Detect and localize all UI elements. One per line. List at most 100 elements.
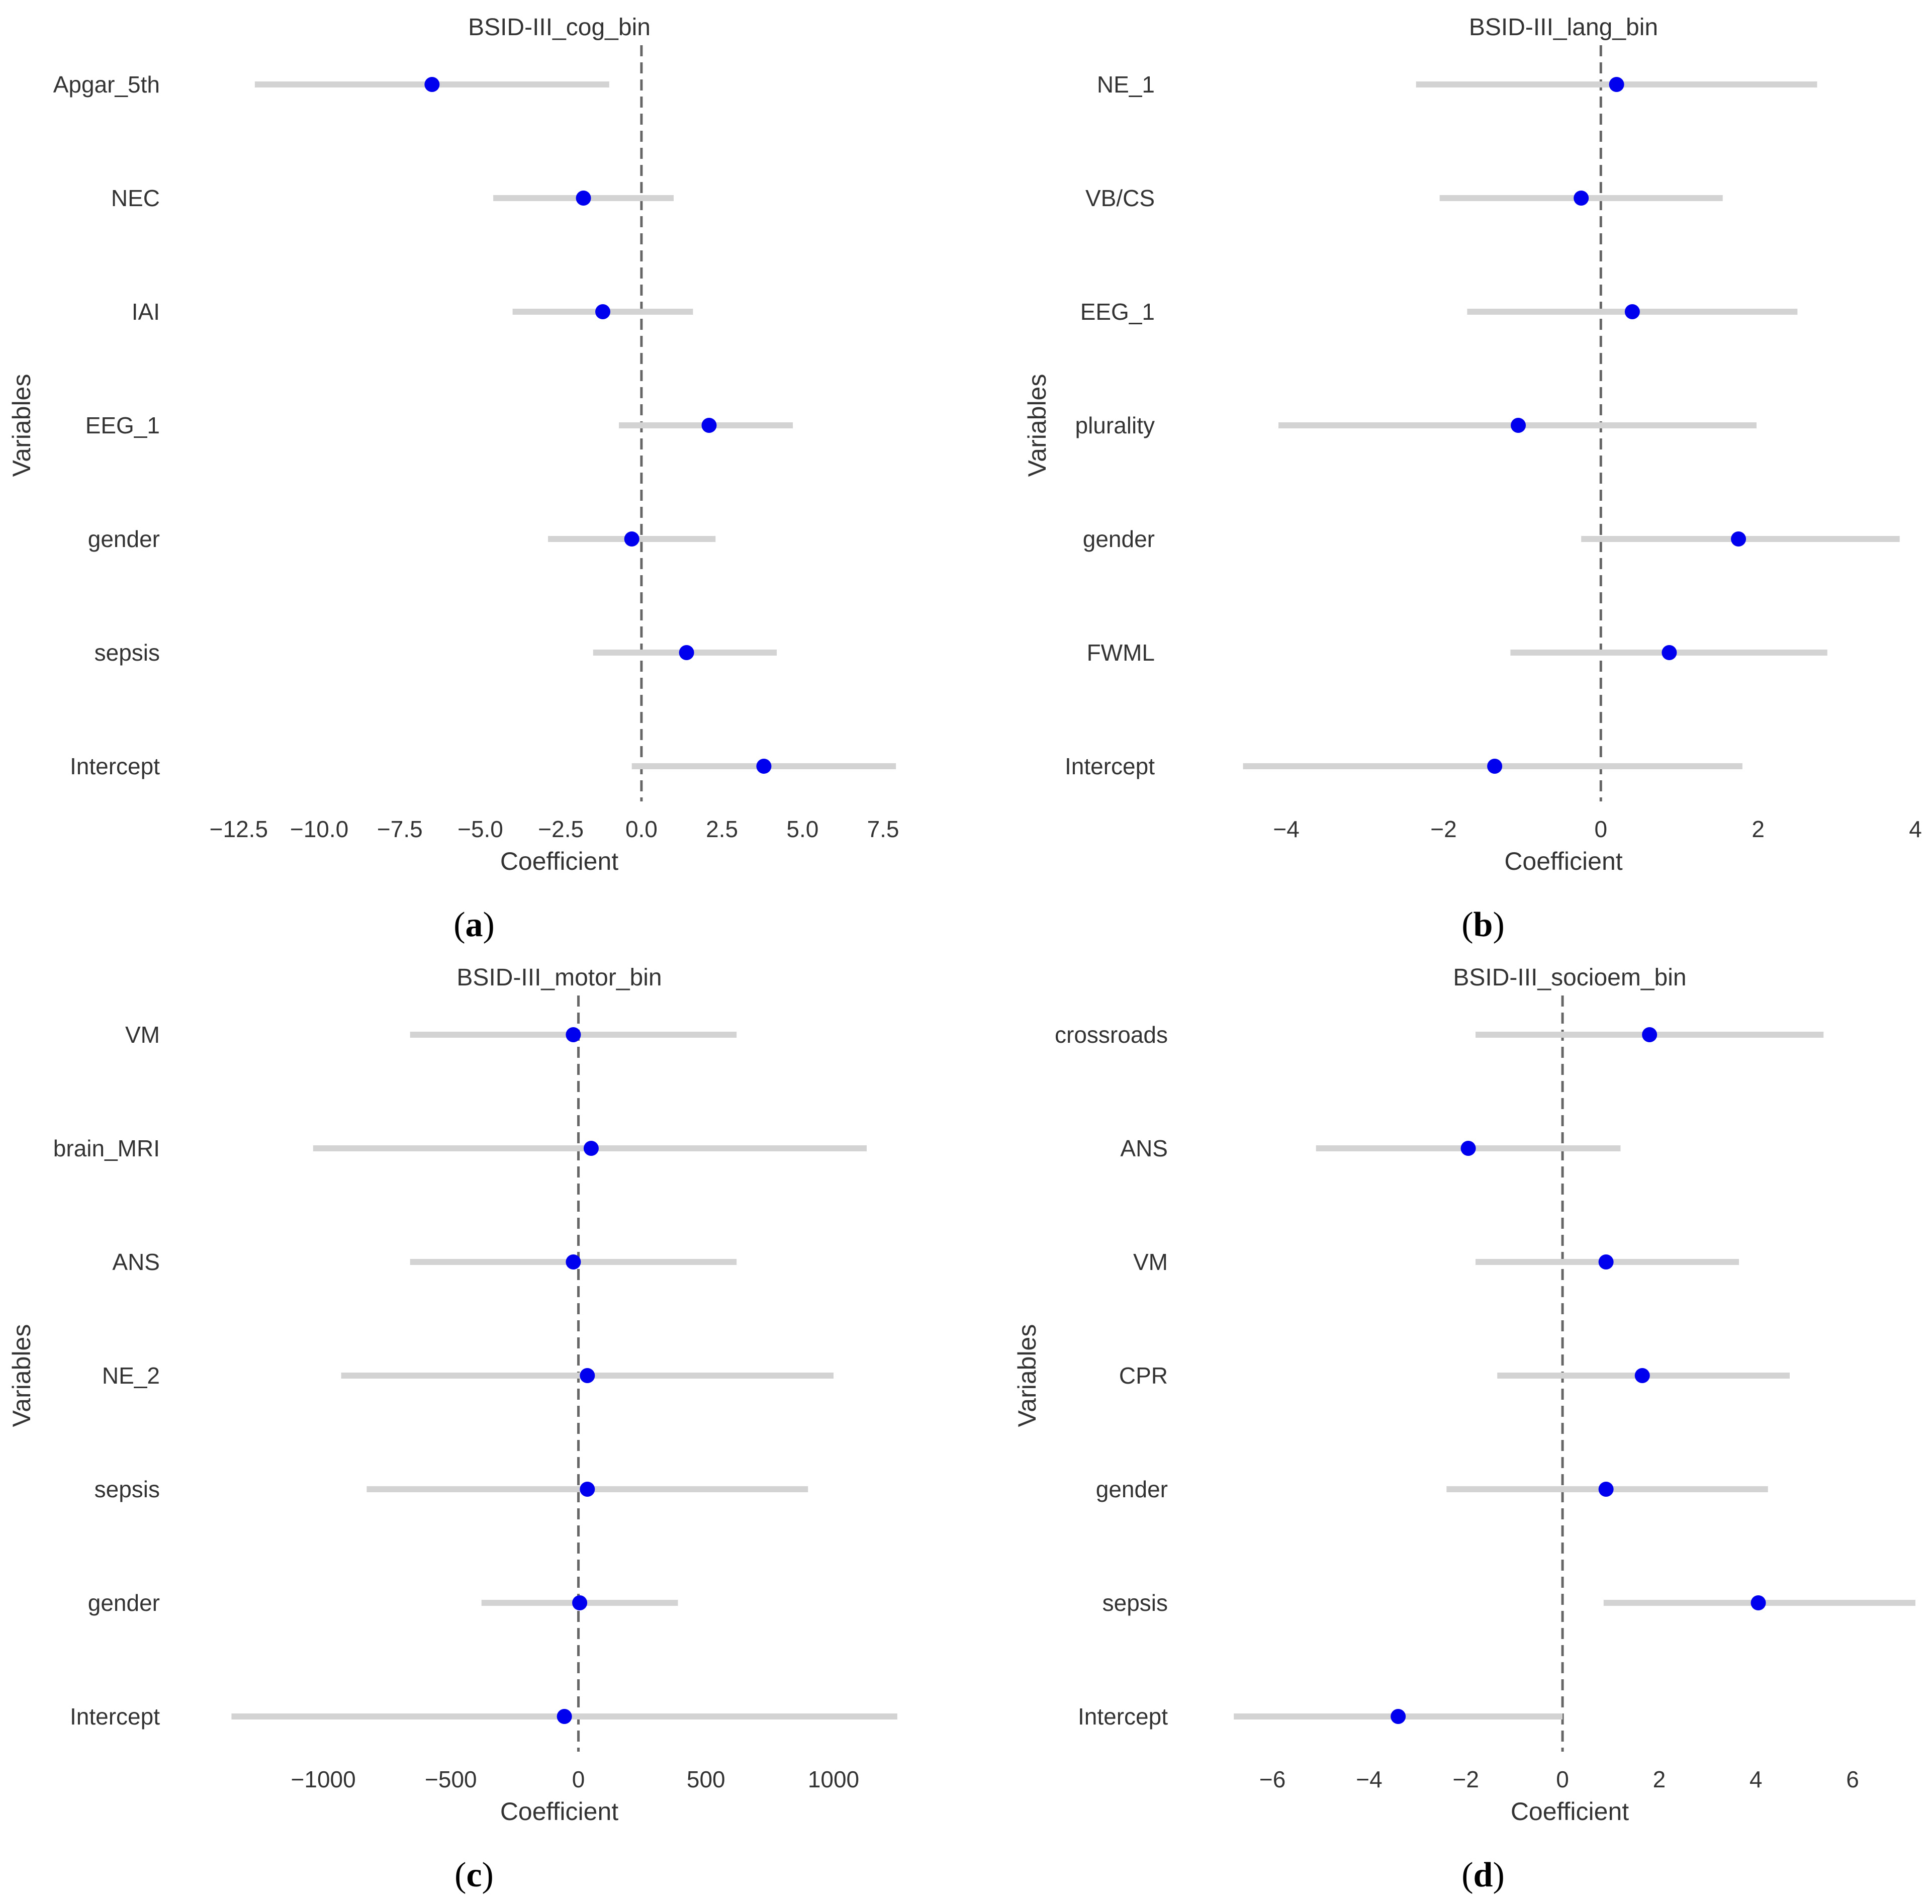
coef-point-gender	[1598, 1482, 1614, 1497]
panel-letter: (b)	[1461, 905, 1505, 944]
category-label: VM	[1133, 1249, 1168, 1275]
y-axis-title: Variables	[8, 374, 36, 477]
category-label: Intercept	[1065, 753, 1155, 779]
x-tick-label: −2	[1453, 1766, 1479, 1792]
x-tick-label: 0	[1595, 816, 1608, 842]
x-tick-label: −2.5	[538, 816, 584, 842]
x-axis-title: Coefficient	[1511, 1797, 1629, 1826]
panel-c: BSID-III_motor_bin VM brain_MRI ANS NE_2seps…	[8, 964, 897, 1894]
category-label: Apgar_5th	[53, 71, 160, 98]
coef-point-gender	[624, 531, 639, 547]
category-label: plurality	[1075, 412, 1155, 438]
coef-point-sepsis	[580, 1482, 595, 1497]
category-label: IAI	[132, 299, 160, 325]
category-label: EEG_1	[1080, 299, 1155, 325]
chart-title: BSID-III_lang_bin	[1469, 14, 1658, 41]
category-label: gender	[1096, 1476, 1168, 1502]
x-tick-label: −500	[425, 1766, 477, 1792]
coef-point-cpr	[1634, 1368, 1650, 1383]
category-label: FWML	[1087, 640, 1155, 666]
coef-point-gender	[572, 1595, 588, 1610]
panel-a: BSID-III_cog_bin Apgar_5th NEC IAI EEG_1gend…	[8, 14, 899, 944]
coef-point-brain-mri	[583, 1141, 599, 1156]
x-tick-label: −10.0	[290, 816, 348, 842]
x-tick-label: −5.0	[457, 816, 503, 842]
coef-point-intercept	[557, 1709, 572, 1724]
category-label: ANS	[112, 1249, 160, 1275]
x-tick-label: −12.5	[210, 816, 268, 842]
x-tick-label: −4	[1356, 1766, 1382, 1792]
coef-point-intercept	[1391, 1709, 1406, 1724]
x-tick-label: 2.5	[706, 816, 738, 842]
category-label: gender	[1083, 526, 1155, 552]
x-axis-title: Coefficient	[500, 847, 618, 875]
y-axis-title: Variables	[1023, 374, 1051, 477]
coef-point-plurality	[1511, 418, 1526, 433]
category-label: gender	[88, 1590, 160, 1616]
x-tick-label: 0	[1556, 1766, 1569, 1792]
coef-point-vb-cs	[1574, 191, 1589, 206]
panel-letter: (a)	[453, 905, 495, 944]
category-label: CPR	[1119, 1363, 1168, 1389]
panel-b: BSID-III_lang_bin NE_1 VB/CS EEG_1 plurality…	[1023, 14, 1922, 944]
x-tick-label: 0.0	[625, 816, 658, 842]
category-label: EEG_1	[85, 412, 160, 438]
x-tick-label: −7.5	[377, 816, 423, 842]
category-label: Intercept	[70, 753, 160, 779]
x-axis-title: Coefficient	[500, 1797, 618, 1826]
category-label: NEC	[111, 185, 160, 211]
x-tick-label: 1000	[808, 1766, 859, 1792]
category-label: brain_MRI	[53, 1135, 160, 1161]
x-axis-title: Coefficient	[1504, 847, 1622, 875]
chart-title: BSID-III_socioem_bin	[1453, 964, 1686, 991]
coef-point-iai	[595, 304, 611, 319]
category-label: Intercept	[70, 1703, 160, 1730]
category-label: NE_1	[1097, 71, 1155, 98]
coef-point-ne-2	[580, 1368, 595, 1383]
x-tick-label: 2	[1653, 1766, 1666, 1792]
coef-point-vm	[566, 1027, 581, 1042]
category-label: sepsis	[1102, 1590, 1168, 1616]
x-tick-label: 0	[572, 1766, 585, 1792]
coef-point-apgar-5th	[424, 77, 440, 92]
chart-title: BSID-III_motor_bin	[456, 964, 662, 991]
coef-point-eeg-1	[1624, 304, 1640, 319]
category-label: Intercept	[1078, 1703, 1168, 1730]
category-label: VM	[125, 1022, 160, 1048]
coef-point-gender	[1731, 531, 1746, 547]
category-label: crossroads	[1055, 1022, 1168, 1048]
x-tick-label: 4	[1750, 1766, 1763, 1792]
coef-point-ne-1	[1609, 77, 1624, 92]
category-label: sepsis	[95, 1476, 160, 1502]
x-tick-label: −6	[1259, 1766, 1285, 1792]
x-tick-label: 6	[1846, 1766, 1859, 1792]
x-tick-label: 5.0	[786, 816, 818, 842]
category-label: ANS	[1120, 1135, 1168, 1161]
panel-letter: (d)	[1461, 1856, 1505, 1894]
x-tick-label: 2	[1752, 816, 1765, 842]
x-tick-label: −2	[1430, 816, 1456, 842]
category-label: sepsis	[95, 640, 160, 666]
panel-letter: (c)	[454, 1856, 494, 1894]
chart-title: BSID-III_cog_bin	[468, 14, 651, 41]
coef-point-fwml	[1662, 645, 1677, 660]
panel-d: BSID-III_socioem_bin crossroads ANS VM CPR ge…	[1013, 964, 1915, 1894]
coef-point-ans	[1460, 1141, 1476, 1156]
coef-point-eeg-1	[701, 418, 717, 433]
y-axis-title: Variables	[8, 1324, 36, 1427]
coef-point-ans	[566, 1254, 581, 1270]
y-axis-title: Variables	[1013, 1324, 1041, 1427]
category-label: VB/CS	[1085, 185, 1155, 211]
x-tick-label: −4	[1273, 816, 1299, 842]
coef-point-nec	[576, 191, 591, 206]
coef-point-vm	[1598, 1254, 1614, 1270]
coef-point-crossroads	[1642, 1027, 1658, 1042]
x-tick-label: −1000	[291, 1766, 356, 1792]
x-tick-label: 500	[687, 1766, 725, 1792]
category-label: NE_2	[102, 1363, 160, 1389]
x-tick-label: 7.5	[867, 816, 899, 842]
x-tick-label: 4	[1909, 816, 1922, 842]
coef-point-intercept	[756, 759, 772, 774]
coef-point-sepsis	[1751, 1595, 1766, 1610]
